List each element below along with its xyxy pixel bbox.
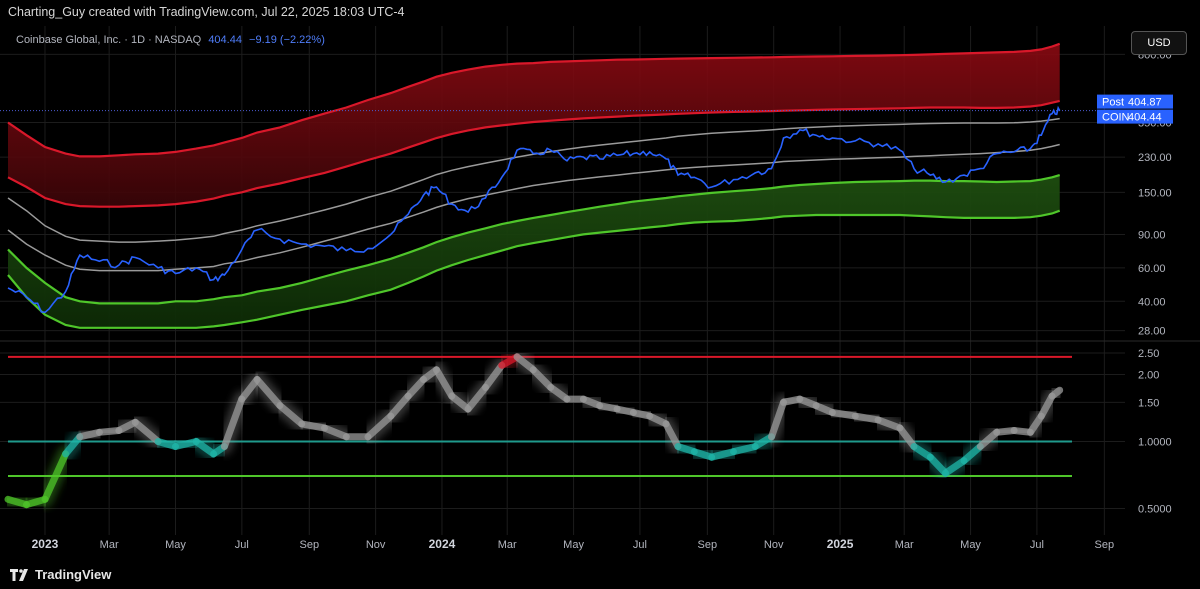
y-tick-label-main-6: 40.00 xyxy=(1138,296,1166,308)
x-tick-label-9: Jul xyxy=(633,539,647,551)
osc-seg-54 xyxy=(960,443,984,465)
x-tick-label-3: Jul xyxy=(235,539,249,551)
osc-seg-59 xyxy=(1037,392,1056,420)
series-line-mid-lower xyxy=(7,143,1060,272)
osc-seg-19 xyxy=(364,412,395,441)
y-tick-label-main-5: 60.00 xyxy=(1138,263,1166,275)
osc-seg-16 xyxy=(298,420,328,432)
x-tick-label-2: May xyxy=(165,539,186,551)
x-tick-label-13: Mar xyxy=(895,539,914,551)
osc-seg-25 xyxy=(464,383,489,413)
legend-change: −9.19 (−2.22%) xyxy=(249,34,325,46)
red-band-fill xyxy=(8,43,1060,207)
osc-seg-49 xyxy=(874,416,904,432)
osc-seg-15 xyxy=(276,402,306,428)
osc-seg-10 xyxy=(192,438,218,458)
currency-button[interactable]: USD xyxy=(1131,31,1187,55)
osc-seg-41 xyxy=(730,443,759,456)
x-tick-label-12: 2025 xyxy=(827,537,854,551)
x-tick-label-8: May xyxy=(563,539,584,551)
x-tick-label-10: Sep xyxy=(698,539,718,551)
osc-seg-50 xyxy=(896,424,918,450)
price-tag-value-bg xyxy=(1125,94,1173,109)
symbol-title: Coinbase Global, Inc. · 1D · NASDAQ xyxy=(16,34,202,46)
y-tick-label-osc-1: 2.00 xyxy=(1138,370,1159,382)
x-tick-label-14: May xyxy=(960,539,981,551)
osc-seg-43 xyxy=(768,398,787,441)
x-tick-label-5: Nov xyxy=(366,539,386,551)
osc-seg-37 xyxy=(662,420,682,450)
osc-seg-48 xyxy=(851,412,882,424)
x-tick-label-1: Mar xyxy=(100,539,119,551)
top-bar: Charting_Guy created with TradingView.co… xyxy=(0,0,1200,26)
x-tick-label-0: 2023 xyxy=(32,537,59,551)
price-tag-value-bg xyxy=(1125,109,1173,124)
price-tag-post: Post 404.87 xyxy=(1097,94,1173,109)
series-line-lower-band xyxy=(7,209,1061,329)
x-tick-label-11: Nov xyxy=(764,539,784,551)
y-tick-label-osc-3: 1.0000 xyxy=(1138,436,1172,448)
price-tag-value: 404.44 xyxy=(1128,112,1162,124)
price-tag-label: Post xyxy=(1102,97,1124,109)
osc-seg-21 xyxy=(404,376,427,400)
osc-seg-3 xyxy=(62,433,84,458)
series-line-coin xyxy=(7,105,1061,314)
attribution-text: Charting_Guy created with TradingView.co… xyxy=(8,5,405,19)
price-tag-label: COIN xyxy=(1102,112,1130,124)
osc-seg-29 xyxy=(529,366,555,391)
osc-seg-26 xyxy=(482,361,506,391)
tradingview-brand: TradingView xyxy=(35,567,112,582)
osc-seg-23 xyxy=(433,366,456,400)
osc-seg-14 xyxy=(253,376,284,410)
x-tick-label-7: Mar xyxy=(498,539,517,551)
osc-seg-2 xyxy=(41,450,70,503)
price-tag-value: 404.87 xyxy=(1128,97,1162,109)
legend-price: 404.44 xyxy=(208,34,242,46)
osc-seg-52 xyxy=(926,453,949,477)
osc-seg-12 xyxy=(220,395,246,450)
y-tick-label-osc-4: 0.5000 xyxy=(1138,503,1172,515)
y-tick-label-osc-0: 2.50 xyxy=(1138,348,1159,360)
bottom-bar: TradingView xyxy=(0,561,1200,589)
symbol-legend: Coinbase Global, Inc. · 1D · NASDAQ 404.… xyxy=(16,34,325,46)
tradingview-logo[interactable]: TradingView xyxy=(10,567,111,582)
osc-seg-9 xyxy=(172,438,200,450)
y-tick-label-main-7: 28.00 xyxy=(1138,326,1166,338)
tradingview-icon xyxy=(10,568,28,581)
oscillator-series xyxy=(0,348,1068,513)
osc-seg-60 xyxy=(1048,386,1064,400)
series-line-upper-band xyxy=(7,42,1061,158)
chart-area[interactable]: 800.00350.00230.00150.0090.0060.0040.002… xyxy=(0,26,1200,561)
osc-seg-13 xyxy=(238,376,261,403)
y-tick-label-main-4: 90.00 xyxy=(1138,229,1166,241)
x-tick-label-16: Sep xyxy=(1095,539,1115,551)
osc-seg-47 xyxy=(828,409,859,420)
osc-seg-17 xyxy=(321,424,350,441)
x-tick-label-4: Sep xyxy=(299,539,319,551)
osc-seg-40 xyxy=(708,448,737,461)
y-tick-label-osc-2: 1.50 xyxy=(1138,397,1159,409)
y-tick-label-main-2: 230.00 xyxy=(1138,152,1172,164)
osc-seg-7 xyxy=(131,418,162,445)
series-line-mid-upper xyxy=(7,117,1060,243)
osc-seg-53 xyxy=(942,457,968,477)
osc-seg-55 xyxy=(976,428,1001,450)
chart-svg[interactable]: 800.00350.00230.00150.0090.0060.0040.002… xyxy=(0,26,1200,561)
osc-seg-20 xyxy=(387,392,412,420)
price-tag-label-bg xyxy=(1097,109,1125,124)
x-tick-label-15: Jul xyxy=(1030,539,1044,551)
y-tick-label-main-3: 150.00 xyxy=(1138,187,1172,199)
series-line-upper-inner xyxy=(7,99,1060,208)
series-line-lower-inner xyxy=(7,174,1061,305)
price-tag-label-bg xyxy=(1097,94,1125,109)
x-tick-label-6: 2024 xyxy=(429,537,456,551)
